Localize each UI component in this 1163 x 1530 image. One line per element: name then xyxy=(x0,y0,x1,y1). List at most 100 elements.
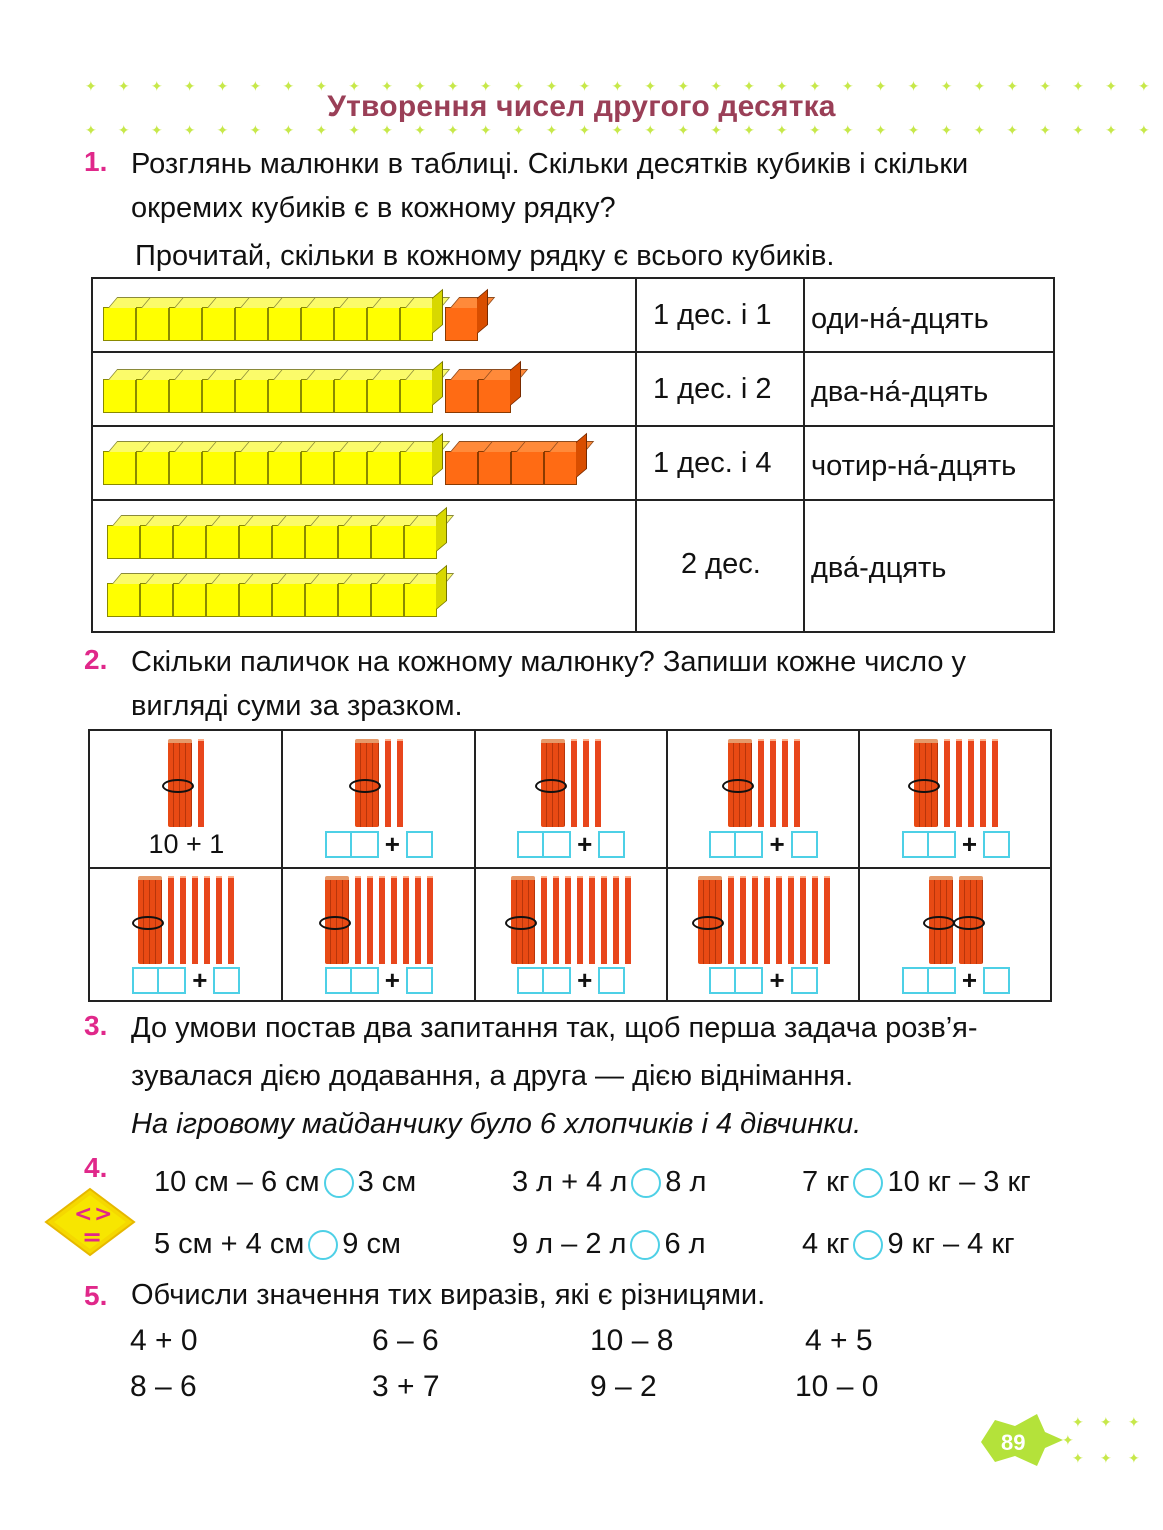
star-decoration-icon: ✦ xyxy=(841,79,854,95)
compare-5-circle[interactable] xyxy=(630,1229,661,1260)
answer-box[interactable] xyxy=(517,830,545,858)
answer-sum: + xyxy=(667,965,860,996)
ten-cube xyxy=(140,583,173,617)
star-decoration-icon: ✦ xyxy=(1128,1451,1140,1467)
star-decoration-icon: ✦ xyxy=(1138,79,1150,95)
stick-bundle-icon xyxy=(952,875,985,964)
star-decoration-icon: ✦ xyxy=(1039,123,1052,139)
star-decoration-icon: ✦ xyxy=(644,79,657,95)
answer-box[interactable] xyxy=(324,830,352,858)
ten-cube xyxy=(169,451,202,485)
single-stick-icon xyxy=(787,875,794,964)
compare-3-circle[interactable] xyxy=(853,1167,884,1198)
plus-sign: + xyxy=(384,965,400,995)
row-2-word: два-на́-дцять xyxy=(811,375,989,408)
star-decoration-icon: ✦ xyxy=(907,123,920,139)
answer-box[interactable] xyxy=(324,967,352,994)
units-answer-box[interactable] xyxy=(598,967,626,994)
units-answer-box[interactable] xyxy=(983,830,1011,858)
star-decoration-icon: ✦ xyxy=(545,79,558,95)
single-stick-icon xyxy=(751,875,758,964)
tens-answer-boxes[interactable] xyxy=(132,967,187,994)
answer-box[interactable] xyxy=(544,967,572,994)
task-3-condition: На ігровому майданчику було 6 хлопчиків … xyxy=(131,1108,862,1140)
single-stick-icon xyxy=(799,875,806,964)
units-answer-box[interactable] xyxy=(405,830,433,858)
expr-7: 9 – 2 xyxy=(590,1370,657,1403)
answer-box[interactable] xyxy=(709,967,737,994)
ten-cube xyxy=(202,451,235,485)
stick-bundle-icon xyxy=(162,739,195,827)
page-title: Утворення чисел другого десятка xyxy=(327,90,836,123)
single-stick-icon xyxy=(378,875,385,964)
compare-1: 10 см – 6 см 3 см xyxy=(154,1166,416,1199)
units-answer-box[interactable] xyxy=(213,967,241,994)
compare-6-circle[interactable] xyxy=(853,1229,884,1260)
single-stick-icon xyxy=(613,875,620,964)
tens-answer-boxes[interactable] xyxy=(324,830,379,858)
ten-cube xyxy=(334,307,367,341)
ten-cube xyxy=(173,583,206,617)
answer-box[interactable] xyxy=(901,967,929,994)
single-stick-icon xyxy=(625,875,632,964)
sticks-cell: 10 + 1 xyxy=(90,731,283,868)
answer-box[interactable] xyxy=(928,830,956,858)
sticks-picture xyxy=(90,737,283,827)
star-decoration-icon: ✦ xyxy=(512,79,525,95)
task-2-text: Скільки паличок на кожному малюнку? Запи… xyxy=(131,640,1071,728)
answer-box[interactable] xyxy=(351,967,379,994)
badge-greater-than: > xyxy=(94,1202,112,1227)
answer-sum: + xyxy=(475,965,668,996)
tens-answer-boxes[interactable] xyxy=(709,967,764,994)
compare-1-circle[interactable] xyxy=(323,1167,354,1198)
units-answer-box[interactable] xyxy=(405,967,433,994)
sticks-cell: + xyxy=(282,731,475,868)
star-decoration-icon: ✦ xyxy=(348,123,360,139)
sticks-cell: + xyxy=(667,731,860,868)
answer-box[interactable] xyxy=(159,967,187,994)
unit-cube xyxy=(478,379,511,413)
ten-cube xyxy=(136,307,169,341)
answer-box[interactable] xyxy=(544,830,572,858)
star-decoration-icon: ✦ xyxy=(1100,1451,1112,1467)
ten-cube xyxy=(239,525,272,559)
tens-answer-boxes[interactable] xyxy=(517,830,572,858)
single-stick-icon xyxy=(384,739,391,827)
star-decoration-icon: ✦ xyxy=(414,79,426,95)
answer-box[interactable] xyxy=(928,967,956,994)
units-answer-box[interactable] xyxy=(598,830,626,858)
ten-cube xyxy=(334,451,367,485)
tens-answer-boxes[interactable] xyxy=(709,830,764,858)
star-decoration-icon: ✦ xyxy=(117,123,130,139)
compare-4-circle[interactable] xyxy=(308,1229,339,1260)
task-5-number: 5. xyxy=(84,1280,108,1311)
units-answer-box[interactable] xyxy=(983,967,1011,994)
answer-box[interactable] xyxy=(736,830,764,858)
star-decoration-icon: ✦ xyxy=(1072,123,1084,139)
units-answer-box[interactable] xyxy=(790,830,818,858)
answer-box[interactable] xyxy=(351,830,379,858)
compare-2: 3 л + 4 л 8 л xyxy=(512,1166,706,1199)
unit-cube xyxy=(445,307,478,341)
page-number-stars: ✦ ✦ ✦ ✦ ✦ ✦ ✦ xyxy=(1062,1412,1152,1468)
ten-cube xyxy=(338,525,371,559)
answer-box[interactable] xyxy=(709,830,737,858)
single-stick-icon xyxy=(216,875,223,964)
unit-cube xyxy=(478,451,511,485)
tens-answer-boxes[interactable] xyxy=(324,967,379,994)
answer-box[interactable] xyxy=(132,967,160,994)
plus-sign: + xyxy=(384,828,400,859)
tens-answer-boxes[interactable] xyxy=(901,830,956,858)
single-stick-icon xyxy=(577,875,584,964)
single-stick-icon xyxy=(541,875,548,964)
task-3-number: 3. xyxy=(84,1010,108,1041)
answer-box[interactable] xyxy=(901,830,929,858)
answer-box[interactable] xyxy=(736,967,764,994)
units-answer-box[interactable] xyxy=(790,967,818,994)
answer-box[interactable] xyxy=(517,967,545,994)
tens-answer-boxes[interactable] xyxy=(517,967,572,994)
plus-sign: + xyxy=(577,828,593,859)
row-4-tens: 2 дес. xyxy=(681,547,761,580)
compare-2-circle[interactable] xyxy=(631,1167,662,1198)
tens-answer-boxes[interactable] xyxy=(901,967,956,994)
